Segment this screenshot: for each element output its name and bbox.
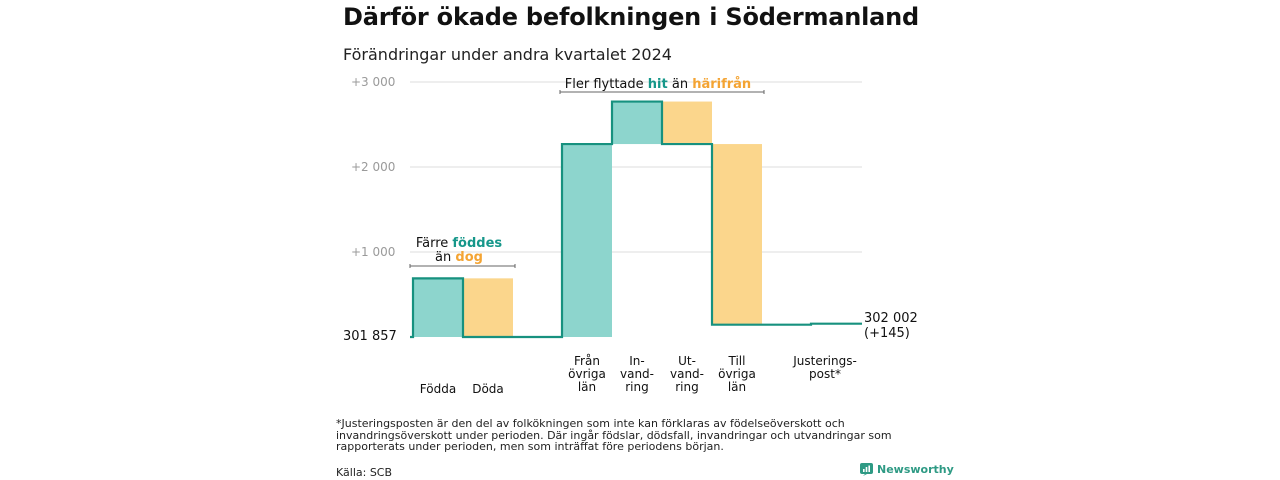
y-tick-label: +1 000 <box>351 245 395 259</box>
footnote: *Justeringsposten är den del av folkökni… <box>336 417 892 453</box>
x-category-label: Justerings- <box>792 354 857 368</box>
x-category-label: ring <box>625 380 649 394</box>
start-value-label: 301 857 <box>343 329 397 344</box>
x-category-label: vand- <box>670 367 704 381</box>
annotation-part: dog <box>455 250 483 265</box>
annotation-births-line2: än dog <box>435 250 483 265</box>
x-category-label: Ut- <box>678 354 696 368</box>
brand-logo: Newsworthy <box>860 463 954 476</box>
end-change-label: (+145) <box>864 326 910 341</box>
running-total-line <box>410 100 862 339</box>
annotation-bracket <box>409 264 516 268</box>
x-category-label: Till <box>728 354 746 368</box>
x-category-label: ring <box>675 380 699 394</box>
waterfall-chart: +1 000 +2 000 +3 000 301 857 302 002(+145) Fö… <box>343 75 918 396</box>
waterfall-bar <box>562 144 612 337</box>
waterfall-bar <box>463 278 513 337</box>
source-note: Källa: SCB <box>336 466 393 479</box>
waterfall-bar <box>662 101 712 145</box>
annotation-part: härifrån <box>692 77 751 92</box>
annotation-part: Färre <box>416 236 453 251</box>
waterfall-bar <box>413 278 463 337</box>
brand-name: Newsworthy <box>877 463 954 476</box>
annotation-part: än <box>668 77 692 92</box>
annotation-part: föddes <box>452 236 502 251</box>
x-category-label: In- <box>629 354 644 368</box>
annotation-part: än <box>435 250 455 265</box>
x-category-label: Döda <box>472 382 504 396</box>
annotation-moves: Fler flyttade hit än härifrån <box>565 77 751 92</box>
x-category-label: övriga <box>568 367 606 381</box>
x-category-label: län <box>578 380 596 394</box>
annotation-bracket <box>559 90 765 94</box>
newsworthy-icon <box>860 463 873 476</box>
chart-title: Därför ökade befolkningen i Södermanland <box>343 3 920 31</box>
x-category-label: övriga <box>718 367 756 381</box>
waterfall-bar <box>712 144 762 325</box>
end-value-label: 302 002 <box>864 311 918 326</box>
y-tick-label: +2 000 <box>351 160 395 174</box>
waterfall-bar <box>612 101 662 145</box>
annotation-births: Färre föddes <box>416 236 503 251</box>
annotation-part: Fler flyttade <box>565 77 648 92</box>
x-category-label: Från <box>574 354 600 368</box>
x-category-label: län <box>728 380 746 394</box>
x-category-label: post* <box>809 367 841 381</box>
chart-subtitle: Förändringar under andra kvartalet 2024 <box>343 45 672 64</box>
x-category-label: Födda <box>420 382 456 396</box>
y-tick-label: +3 000 <box>351 75 395 89</box>
annotation-part: hit <box>648 77 668 92</box>
x-category-label: vand- <box>620 367 654 381</box>
